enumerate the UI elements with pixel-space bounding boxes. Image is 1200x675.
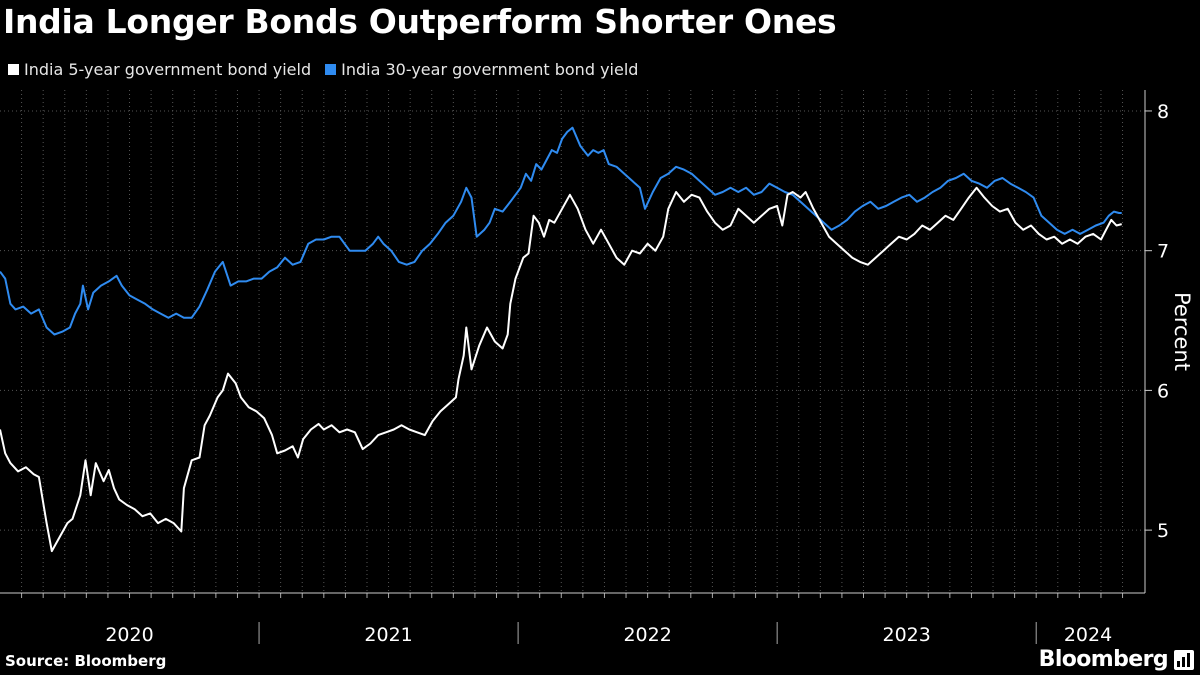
brand-name: Bloomberg — [1038, 647, 1169, 672]
x-tick-label: 2023 — [882, 624, 930, 646]
legend-label-30y: India 30-year government bond yield — [341, 60, 639, 79]
legend-item-5y: India 5-year government bond yield — [8, 60, 311, 79]
chart-title: India Longer Bonds Outperform Shorter On… — [3, 2, 837, 41]
source-note: Source: Bloomberg — [5, 652, 167, 670]
series-line-30y — [0, 126, 1122, 336]
legend: India 5-year government bond yield India… — [8, 60, 638, 79]
x-tick-label: 2024 — [1064, 624, 1112, 646]
legend-label-5y: India 5-year government bond yield — [24, 60, 312, 79]
y-axis-label: Percent — [1170, 292, 1194, 371]
y-tick-label: 5 — [1157, 520, 1169, 542]
legend-swatch-30y — [325, 64, 337, 75]
bloomberg-logo: Bloomberg — [1039, 647, 1194, 672]
legend-item-30y: India 30-year government bond yield — [325, 60, 638, 79]
x-tick-label: 2020 — [105, 624, 153, 646]
y-tick-label: 8 — [1157, 101, 1169, 123]
y-tick-label: 6 — [1157, 380, 1169, 402]
x-tick-label: 2021 — [364, 624, 412, 646]
series-line-5y — [0, 186, 1122, 553]
bloomberg-terminal-icon — [1174, 649, 1194, 670]
y-tick-label: 7 — [1157, 241, 1169, 263]
x-tick-label: 2022 — [623, 624, 671, 646]
legend-swatch-5y — [8, 64, 19, 75]
